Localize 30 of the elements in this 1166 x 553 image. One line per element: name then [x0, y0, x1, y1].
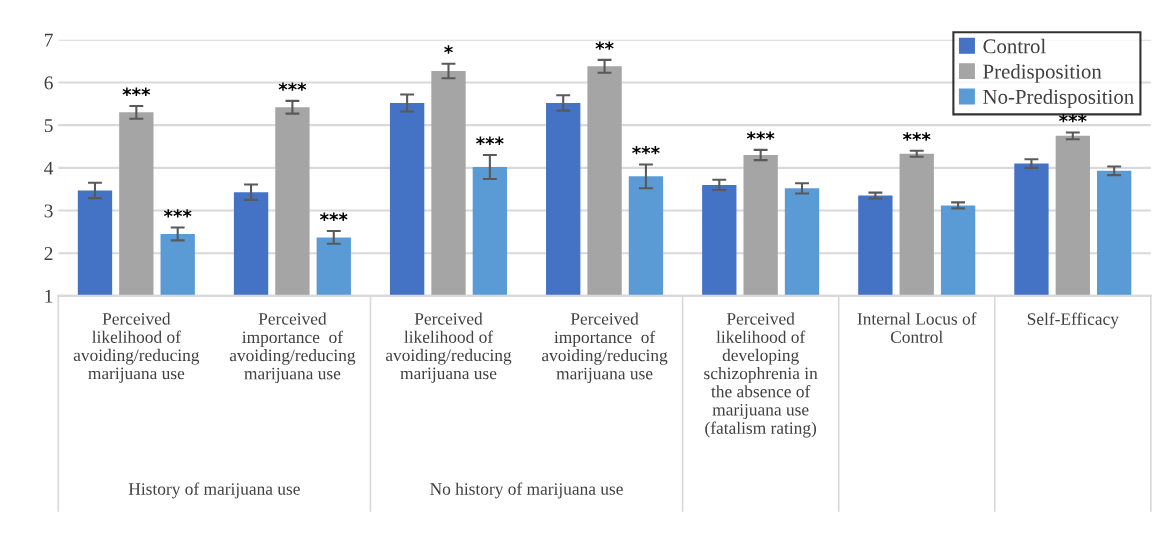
text: No history of marijuana use — [430, 482, 623, 499]
y-tick-label: 7 — [45, 33, 53, 47]
data-label: *** — [1059, 113, 1087, 123]
y-tick-label: 3 — [44, 204, 53, 218]
x-tick-label: Internal Locus of Control — [857, 312, 977, 343]
legend-label: Control — [983, 38, 1046, 54]
text: History of marijuana use — [128, 482, 300, 499]
x-tick-label: Perceived importance of avoiding/reducing marijuana use — [542, 312, 668, 383]
data-label: *** — [632, 145, 660, 155]
y-tick-label: 2 — [44, 247, 53, 260]
y-tick-label: 6 — [44, 76, 53, 90]
data-label: *** — [476, 136, 504, 145]
x-tick-label: Perceived likelihood of developing schizophrenia in the absence of marijuana use (fatalism rating) — [704, 312, 818, 438]
data-label: *** — [122, 87, 151, 96]
y-tick-label: 1 — [45, 289, 53, 303]
legend-label: Predisposition — [983, 63, 1102, 83]
y-tick-label: 4 — [44, 161, 54, 175]
x-tick-label: Perceived likelihood of avoiding/reducing marijuana use — [73, 312, 200, 383]
data-label: *** — [902, 132, 931, 141]
legend-label: No-Predisposition — [983, 89, 1134, 109]
data-label: *** — [278, 82, 307, 91]
data-label: *** — [163, 209, 192, 218]
data-label: *** — [319, 212, 348, 221]
x-tick-label: Perceived likelihood of avoiding/reducing marijuana use — [385, 312, 512, 383]
data-label: * — [444, 45, 453, 54]
x-tick-label: Self-Efficacy — [1027, 312, 1119, 329]
data-label: *** — [746, 131, 775, 140]
y-tick-label: 5 — [44, 119, 53, 133]
data-label: ** — [595, 41, 614, 50]
x-tick-label: Perceived importance of avoiding/reducing marijuana use — [229, 312, 356, 383]
